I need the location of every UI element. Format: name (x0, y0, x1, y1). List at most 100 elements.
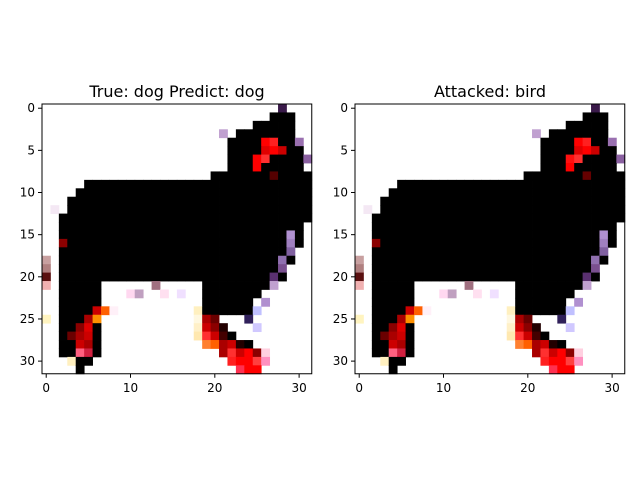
image-pixel (134, 264, 144, 273)
image-pixel (607, 154, 617, 164)
image-pixel (252, 255, 262, 265)
image-pixel (371, 247, 381, 257)
image-pixel (405, 255, 415, 265)
image-pixel (447, 205, 457, 214)
image-pixel (235, 205, 245, 214)
image-pixel (489, 179, 499, 189)
image-pixel (252, 196, 262, 206)
image-pixel (219, 188, 228, 198)
image-pixel (143, 188, 152, 198)
image-pixel (92, 255, 102, 265)
image-pixel (269, 230, 279, 240)
image-pixel (269, 163, 279, 172)
image-pixel (219, 205, 228, 214)
image-pixel (84, 297, 93, 307)
image-pixel (101, 238, 110, 248)
image-pixel (380, 222, 390, 231)
image-pixel (532, 238, 541, 248)
image-pixel (548, 238, 558, 248)
image-pixel (506, 272, 516, 282)
image-pixel (219, 297, 228, 307)
left-panel-title: True: dog Predict: dog (88, 82, 264, 101)
image-pixel (380, 306, 390, 316)
image-pixel (371, 340, 381, 349)
image-pixel (219, 238, 228, 248)
image-pixel (557, 264, 567, 273)
image-pixel (414, 179, 423, 189)
image-pixel (574, 188, 584, 198)
image-pixel (591, 171, 600, 181)
image-pixel (261, 348, 271, 358)
image-pixel (252, 272, 262, 282)
image-pixel (439, 213, 449, 223)
image-pixel (244, 171, 254, 181)
image-pixel (126, 230, 136, 240)
image-pixel (75, 238, 85, 248)
image-pixel (380, 356, 390, 366)
image-pixel (498, 247, 508, 257)
image-pixel (176, 230, 186, 240)
image-pixel (227, 137, 237, 147)
image-pixel (235, 146, 245, 155)
image-pixel (227, 356, 237, 366)
image-pixel (388, 264, 398, 273)
image-pixel (574, 222, 584, 231)
image-pixel (109, 247, 119, 257)
image-pixel (134, 255, 144, 265)
image-pixel (160, 222, 169, 231)
image-pixel (380, 205, 390, 214)
image-pixel (523, 247, 533, 257)
image-pixel (92, 238, 102, 248)
image-pixel (294, 179, 304, 189)
image-pixel (405, 297, 415, 307)
image-pixel (84, 230, 93, 240)
image-pixel (101, 272, 110, 282)
image-pixel (506, 222, 516, 231)
image-pixel (557, 196, 567, 206)
image-pixel (464, 213, 474, 223)
image-pixel (278, 137, 287, 147)
image-pixel (565, 255, 575, 265)
image-pixel (515, 188, 524, 198)
image-pixel (540, 154, 550, 164)
image-pixel (252, 365, 262, 375)
image-pixel (193, 238, 203, 248)
image-pixel (481, 247, 491, 257)
image-pixel (227, 163, 237, 172)
right-panel-title: Attacked: bird (434, 82, 546, 101)
image-pixel (92, 179, 102, 189)
image-pixel (58, 213, 68, 223)
image-pixel (557, 340, 567, 349)
image-pixel (227, 230, 237, 240)
image-pixel (582, 255, 592, 265)
image-pixel (117, 264, 127, 273)
image-pixel (278, 238, 287, 248)
image-pixel (210, 247, 220, 257)
image-pixel (84, 196, 93, 206)
image-pixel (244, 314, 254, 324)
image-pixel (565, 238, 575, 248)
image-pixel (286, 120, 296, 130)
image-pixel (244, 365, 254, 375)
image-pixel (235, 348, 245, 358)
image-pixel (252, 154, 262, 164)
image-pixel (58, 281, 68, 290)
image-pixel (185, 188, 195, 198)
image-pixel (574, 230, 584, 240)
image-pixel (405, 222, 415, 231)
image-pixel (591, 120, 600, 130)
image-pixel (414, 230, 423, 240)
image-pixel (574, 238, 584, 248)
image-pixel (388, 196, 398, 206)
image-pixel (414, 264, 423, 273)
image-pixel (42, 255, 51, 265)
image-pixel (269, 179, 279, 189)
image-pixel (447, 255, 457, 265)
image-pixel (599, 163, 609, 172)
image-pixel (235, 129, 245, 139)
image-pixel (160, 188, 169, 198)
x-tick-label: 20 (520, 381, 535, 395)
image-pixel (109, 255, 119, 265)
image-pixel (574, 348, 584, 358)
